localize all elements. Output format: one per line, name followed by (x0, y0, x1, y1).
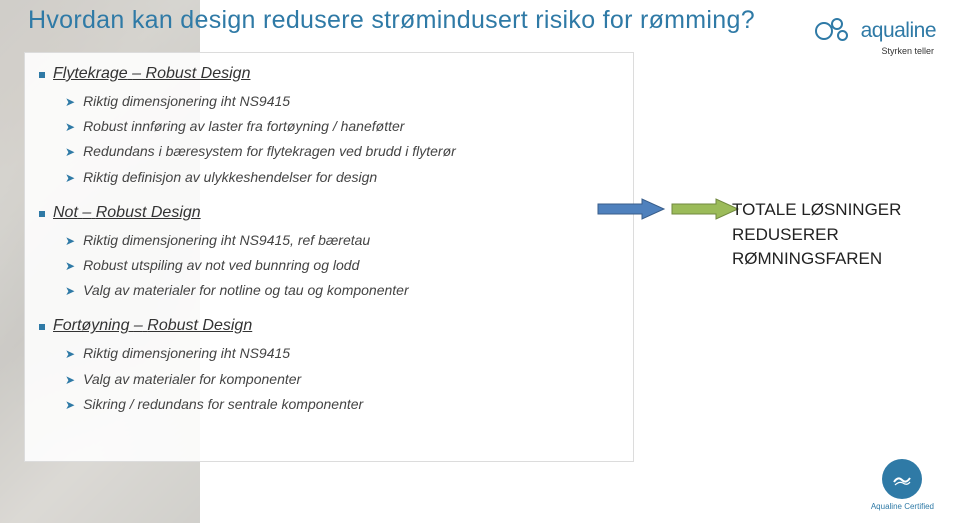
list-item: ➤Redundans i bæresystem for flytekragen … (65, 139, 615, 164)
chevron-icon: ➤ (65, 344, 75, 366)
sub-list: ➤Riktig dimensjonering iht NS9415, ref b… (65, 228, 615, 304)
sub-list: ➤Riktig dimensjonering iht NS9415 ➤Valg … (65, 341, 615, 417)
chevron-icon: ➤ (65, 281, 75, 303)
chevron-icon: ➤ (65, 395, 75, 417)
arrow-group (596, 198, 740, 235)
chevron-icon: ➤ (65, 117, 75, 139)
content-panel: Flytekrage – Robust Design ➤Riktig dimen… (24, 52, 634, 462)
certified-label: Aqualine Certified (871, 502, 934, 511)
section-fortoyning: Fortøyning – Robust Design ➤Riktig dimen… (39, 317, 615, 417)
logo-tagline: Styrken teller (815, 46, 936, 56)
section-heading: Flytekrage – Robust Design (53, 65, 250, 83)
section-heading: Fortøyning – Robust Design (53, 317, 252, 335)
list-item: ➤Riktig dimensjonering iht NS9415, ref b… (65, 228, 615, 253)
arrow-right-icon (670, 198, 740, 220)
list-item: ➤Valg av materialer for notline og tau o… (65, 278, 615, 303)
list-item: ➤Robust innføring av laster fra fortøyni… (65, 114, 615, 139)
page-title: Hvordan kan design redusere strøminduser… (28, 6, 755, 35)
arrow-right-icon (596, 198, 666, 220)
chevron-icon: ➤ (65, 92, 75, 114)
chevron-icon: ➤ (65, 168, 75, 190)
chevron-icon: ➤ (65, 231, 75, 253)
section-heading: Not – Robust Design (53, 204, 201, 222)
square-bullet-icon (39, 72, 45, 78)
section-not: Not – Robust Design ➤Riktig dimensjoneri… (39, 204, 615, 304)
result-text: TOTALE LØSNINGER REDUSERER RØMNINGSFAREN (732, 198, 942, 272)
list-item: ➤Sikring / redundans for sentrale kompon… (65, 392, 615, 417)
section-flytekrage: Flytekrage – Robust Design ➤Riktig dimen… (39, 65, 615, 190)
sub-list: ➤Riktig dimensjonering iht NS9415 ➤Robus… (65, 89, 615, 190)
list-item: ➤Riktig definisjon av ulykkeshendelser f… (65, 165, 615, 190)
logo-text: aqualine (861, 19, 936, 43)
list-item: ➤Robust utspiling av not ved bunnring og… (65, 253, 615, 278)
chevron-icon: ➤ (65, 142, 75, 164)
square-bullet-icon (39, 211, 45, 217)
square-bullet-icon (39, 324, 45, 330)
list-item: ➤Valg av materialer for komponenter (65, 367, 615, 392)
certified-badge-icon (882, 459, 922, 499)
chevron-icon: ➤ (65, 370, 75, 392)
list-item: ➤Riktig dimensjonering iht NS9415 (65, 341, 615, 366)
logo-mark-icon (815, 18, 855, 44)
chevron-icon: ➤ (65, 256, 75, 278)
brand-logo: aqualine Styrken teller (815, 18, 936, 56)
list-item: ➤Riktig dimensjonering iht NS9415 (65, 89, 615, 114)
certified-badge: Aqualine Certified (871, 459, 934, 511)
